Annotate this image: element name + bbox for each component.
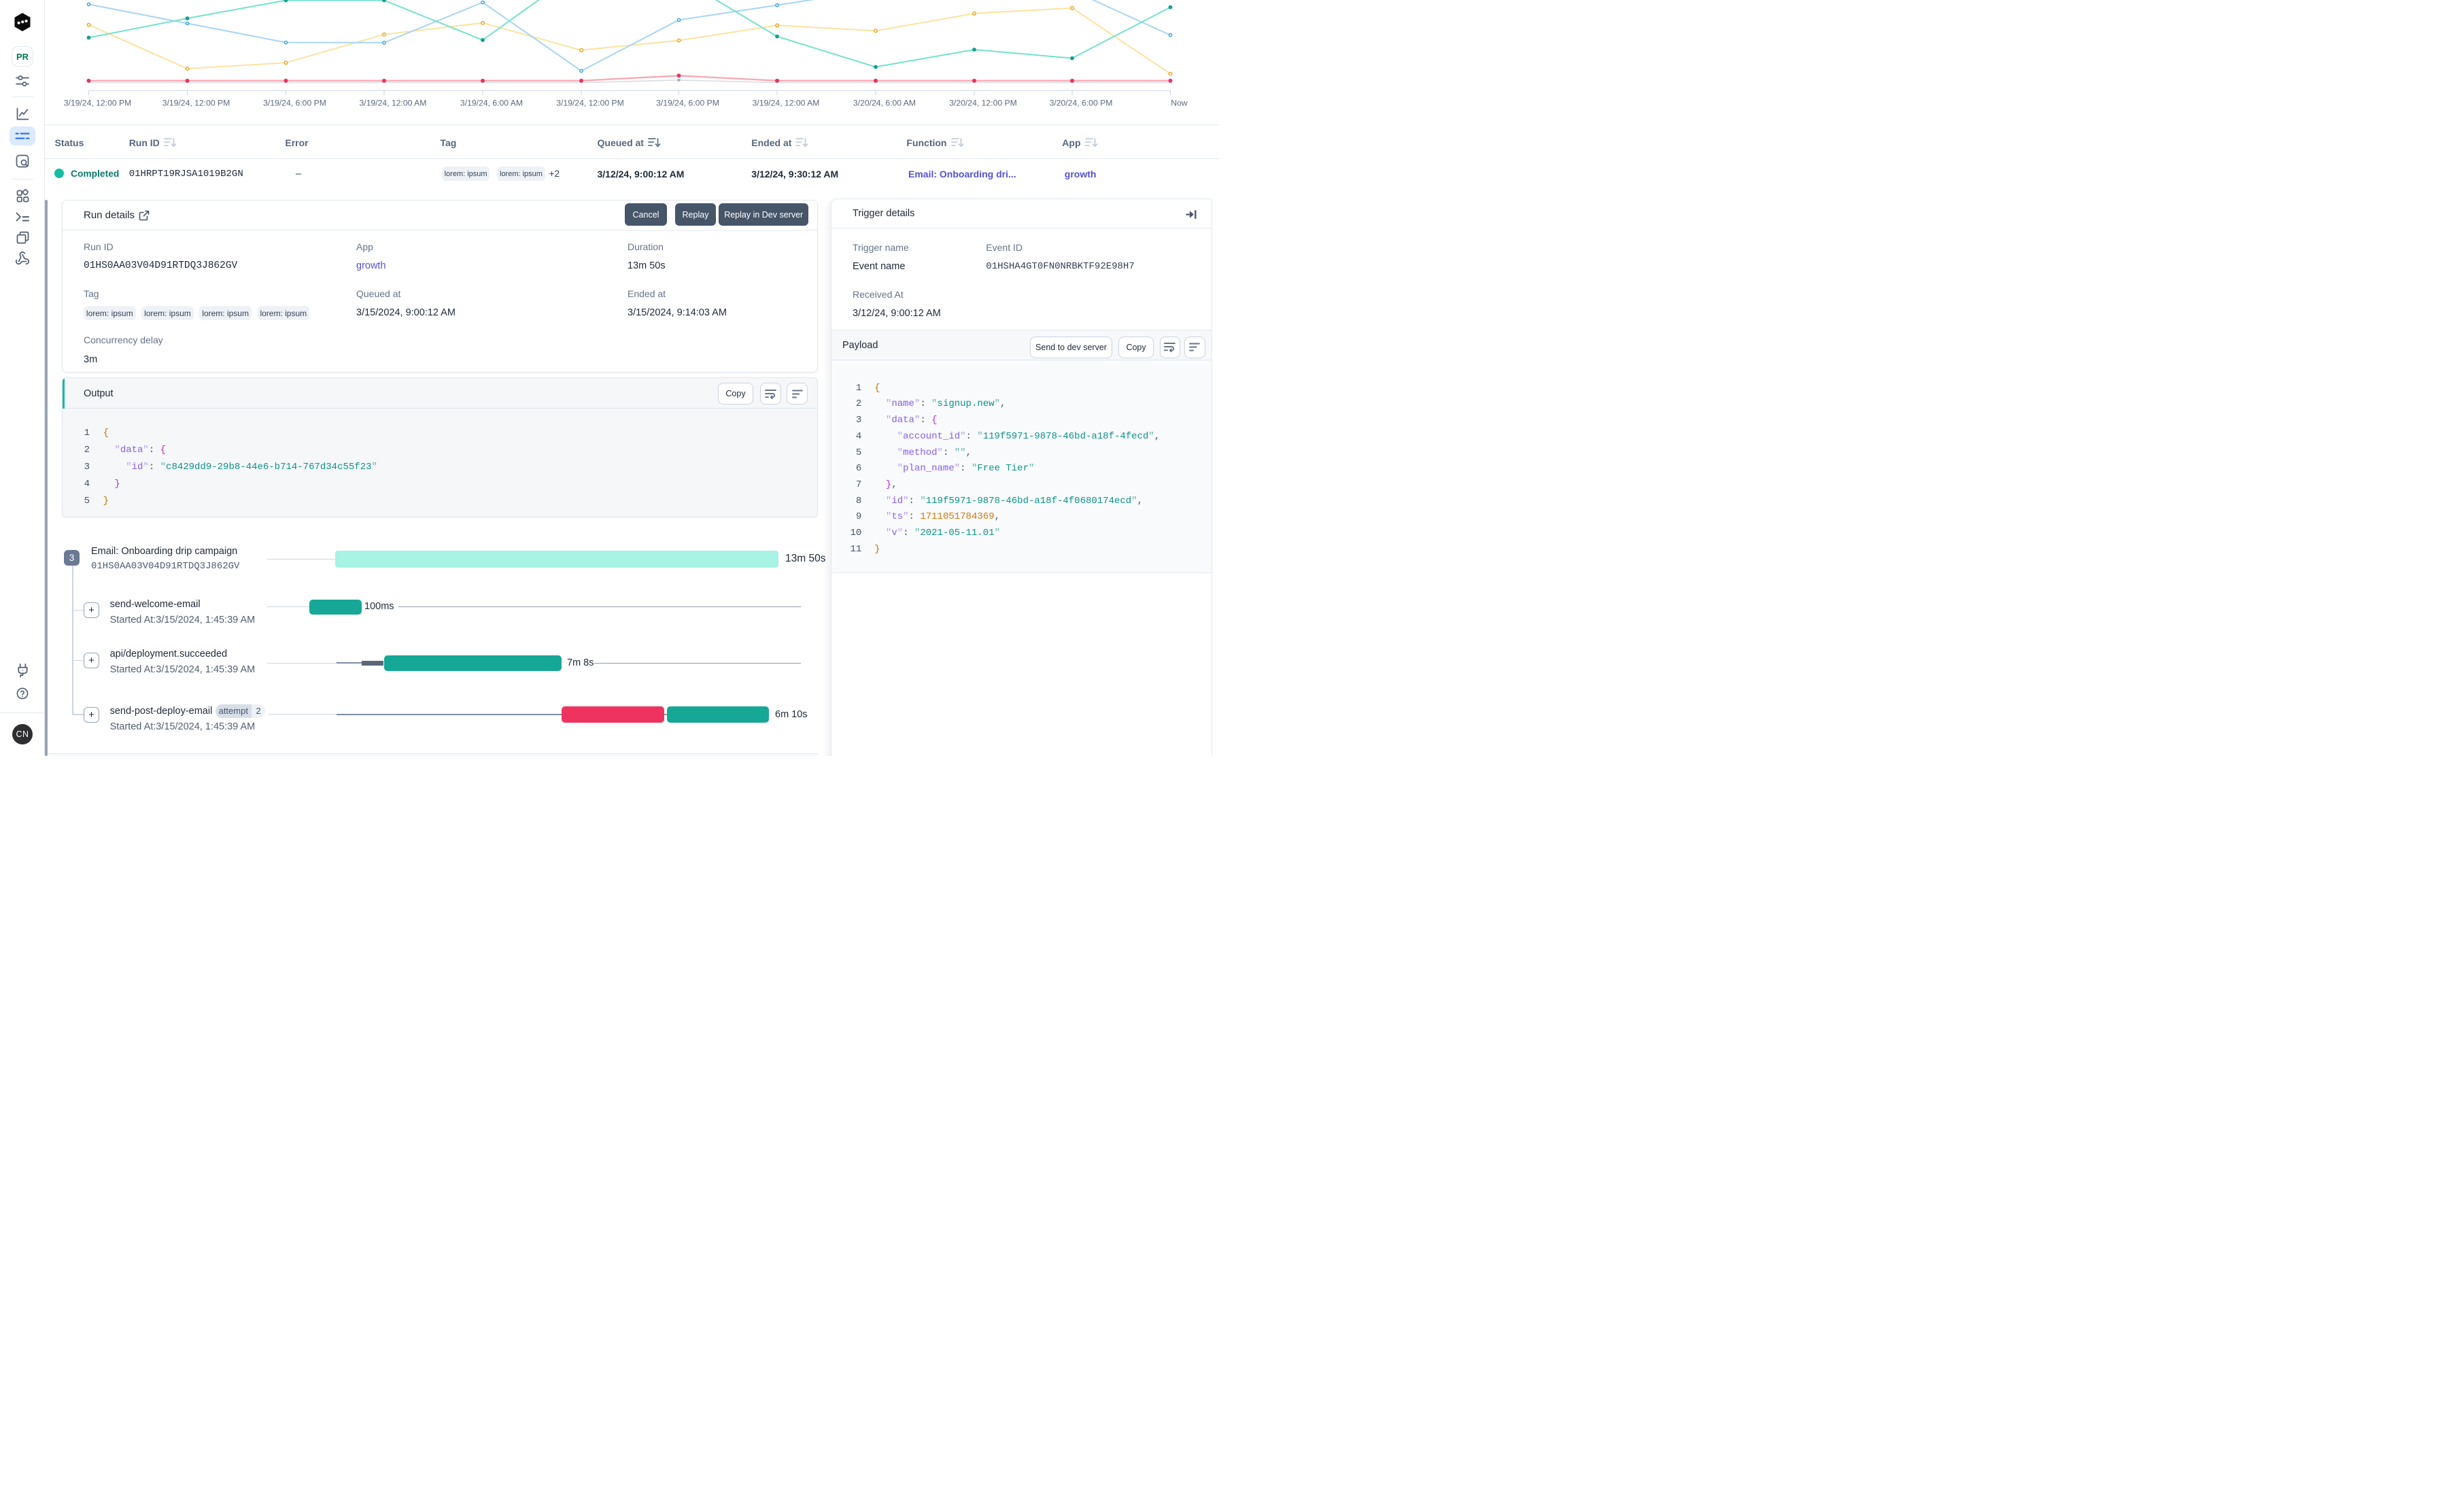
svg-text:3/19/24, 6:00 PM: 3/19/24, 6:00 PM [656,99,719,108]
svg-text:3/19/24, 12:00 AM: 3/19/24, 12:00 AM [360,99,427,108]
svg-text:Now: Now [1171,99,1188,108]
svg-text:3/20/24, 6:00 AM: 3/20/24, 6:00 AM [853,99,916,108]
svg-text:3/19/24, 12:00 PM: 3/19/24, 12:00 PM [64,99,132,108]
svg-text:3/20/24, 6:00 PM: 3/20/24, 6:00 PM [1050,99,1113,108]
svg-text:3/19/24, 6:00 AM: 3/19/24, 6:00 AM [460,99,523,108]
svg-text:3/19/24, 12:00 AM: 3/19/24, 12:00 AM [753,99,820,108]
svg-text:3/20/24, 12:00 PM: 3/20/24, 12:00 PM [949,99,1017,108]
svg-text:3/19/24, 6:00 PM: 3/19/24, 6:00 PM [263,99,326,108]
svg-text:3/19/24, 12:00 PM: 3/19/24, 12:00 PM [162,99,230,108]
svg-text:3/19/24, 12:00 PM: 3/19/24, 12:00 PM [556,99,624,108]
